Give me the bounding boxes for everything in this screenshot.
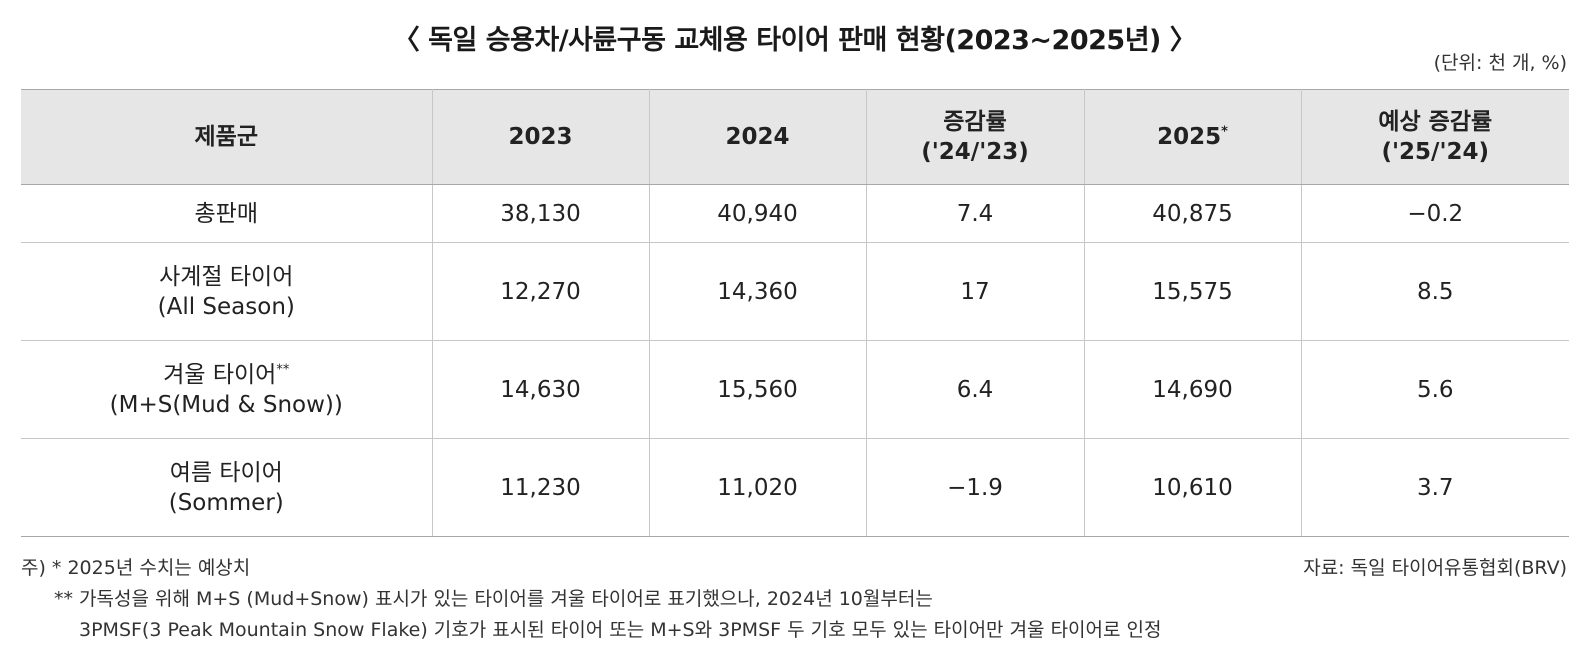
unit-label: (단위: 천 개, %) [1433, 52, 1567, 74]
footnotes: 주) * 2025년 수치는 예상치 ** 가독성을 위해 M+S (Mud+S… [21, 553, 1162, 646]
cell-2025: 10,610 [1083, 438, 1302, 537]
table-row: 총판매 38,130 40,940 7.4 40,875 −0.2 [21, 184, 1569, 243]
source-note: 자료: 독일 타이어유통협회(BRV) [1303, 557, 1567, 579]
cell-2024: 14,360 [648, 242, 867, 341]
header-expected-change-rate: 예상 증감률 ('25/'24) [1300, 89, 1569, 185]
cell-change-rate: 7.4 [865, 184, 1085, 243]
cell-2023: 38,130 [431, 184, 650, 243]
cell-2023: 14,630 [431, 340, 650, 439]
row-label: 사계절 타이어 (All Season) [21, 242, 433, 341]
cell-2024: 40,940 [648, 184, 867, 243]
header-2025: 2025* [1083, 89, 1302, 185]
cell-2025: 14,690 [1083, 340, 1302, 439]
cell-2023: 12,270 [431, 242, 650, 341]
header-2024: 2024 [648, 89, 867, 185]
cell-2025: 15,575 [1083, 242, 1302, 341]
table-row: 여름 타이어 (Sommer) 11,230 11,020 −1.9 10,610… [21, 438, 1569, 537]
row-label: 겨울 타이어** (M+S(Mud & Snow)) [21, 340, 433, 439]
cell-2025: 40,875 [1083, 184, 1302, 243]
cell-2024: 11,020 [648, 438, 867, 537]
footnote-2-continued: 3PMSF(3 Peak Mountain Snow Flake) 기호가 표시… [79, 619, 1162, 641]
table-row: 겨울 타이어** (M+S(Mud & Snow)) 14,630 15,560 … [21, 340, 1569, 439]
cell-change-rate: 17 [865, 242, 1085, 341]
row-label: 여름 타이어 (Sommer) [21, 438, 433, 537]
cell-expected-change-rate: 5.6 [1300, 340, 1569, 439]
cell-2023: 11,230 [431, 438, 650, 537]
header-product-group: 제품군 [21, 89, 433, 185]
cell-change-rate: −1.9 [865, 438, 1085, 537]
cell-2024: 15,560 [648, 340, 867, 439]
header-change-rate: 증감률 ('24/'23) [865, 89, 1085, 185]
header-row: 제품군 2023 2024 증감률 ('24/'23) 2025* 예상 증감률(… [21, 89, 1569, 185]
tire-sales-table: 제품군 2023 2024 증감률 ('24/'23) 2025* 예상 증감률(… [21, 89, 1569, 537]
cell-expected-change-rate: −0.2 [1300, 184, 1569, 243]
footnote-2: ** 가독성을 위해 M+S (Mud+Snow) 표시가 있는 타이어를 겨울… [54, 588, 933, 610]
cell-change-rate: 6.4 [865, 340, 1085, 439]
table-title: 〈 독일 승용차/사륜구동 교체용 타이어 판매 현황(2023~2025년) … [392, 25, 1197, 56]
footnote-1: 주) * 2025년 수치는 예상치 [21, 557, 251, 579]
cell-expected-change-rate: 8.5 [1300, 242, 1569, 341]
cell-expected-change-rate: 3.7 [1300, 438, 1569, 537]
row-label: 총판매 [21, 184, 433, 243]
table-row: 사계절 타이어 (All Season) 12,270 14,360 17 15,… [21, 242, 1569, 341]
header-2023: 2023 [431, 89, 650, 185]
